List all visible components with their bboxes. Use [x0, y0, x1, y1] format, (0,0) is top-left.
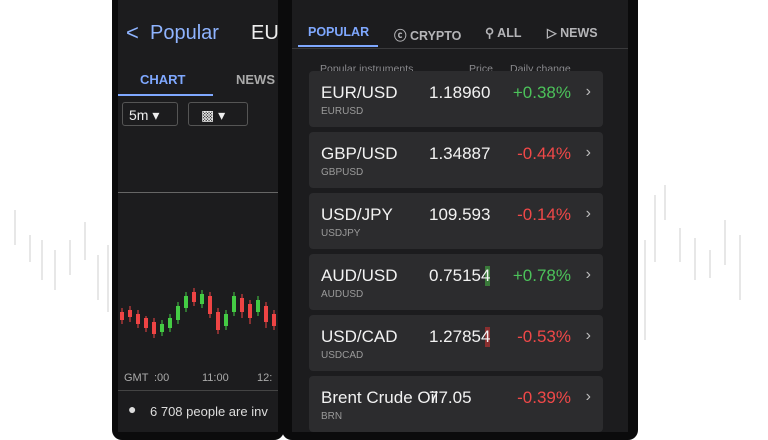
row-arrow: › [585, 388, 591, 405]
instrument-row[interactable]: USD/JPY USDJPY 109.593 -0.14% › [309, 193, 603, 249]
row-arrow: › [585, 205, 591, 222]
candles [120, 288, 276, 338]
price: 1.18960 [429, 83, 491, 102]
instrument-name: EUR/USD [321, 83, 398, 102]
tab[interactable]: ▷ NEWS [547, 26, 598, 40]
time-label: 12: [257, 372, 273, 384]
daily-change: -0.53% [517, 327, 571, 346]
instrument-code: USDCAD [321, 350, 364, 361]
instrument-code: USDJPY [321, 228, 361, 239]
left-screen: < Popular EU CHART NEWS 5m ▾ ▩ ▾ [118, 0, 278, 432]
instrument-code: EURUSD [321, 106, 364, 117]
instrument-row[interactable]: USD/CAD USDCAD 1.27854 -0.53% › [309, 315, 603, 371]
price: 0.75154 [429, 266, 491, 286]
tab-underline [298, 45, 378, 47]
daily-change: +0.38% [512, 83, 571, 102]
price: 77.05 [429, 388, 472, 407]
time-label: 11:00 [202, 372, 229, 384]
timeframe: 5m [129, 107, 149, 123]
row-arrow: › [585, 266, 591, 283]
people-icon: ● [128, 401, 137, 417]
tab[interactable]: ⚲ ALL [485, 26, 522, 40]
time-label: :00 [154, 372, 170, 384]
tab[interactable]: ⓒ CRYPTO [394, 29, 462, 43]
tab-label: ALL [497, 26, 522, 40]
left-phone: < Popular EU CHART NEWS 5m ▾ ▩ ▾ [112, 0, 284, 440]
daily-change: -0.39% [517, 388, 571, 407]
back-title[interactable]: Popular [150, 22, 219, 44]
row-arrow: › [585, 327, 591, 344]
instrument-code: BRN [321, 411, 343, 422]
instrument-row[interactable]: GBP/USD GBPUSD 1.34887 -0.44% › [309, 132, 603, 188]
instrument-name: AUD/USD [321, 266, 398, 285]
tab[interactable]: CHART [140, 72, 186, 87]
daily-change: +0.78% [512, 266, 571, 285]
instrument-name: GBP/USD [321, 144, 398, 163]
instrument-code: AUDUSD [321, 289, 364, 300]
divider [292, 48, 628, 49]
tab-label: NEWS [560, 26, 598, 40]
time-label: GMT [124, 372, 149, 384]
divider [118, 390, 278, 391]
right-screen: POPULAR ⓒ CRYPTO ⚲ ALL ▷ NEWS Popular in… [292, 0, 628, 432]
instrument-row[interactable]: EUR/USD EURUSD 1.18960 +0.38% › [309, 71, 603, 127]
back-arrow[interactable]: < [126, 20, 139, 45]
row-arrow: › [585, 144, 591, 161]
people-count: 6 708 people are inv [150, 404, 268, 419]
price-line [118, 192, 278, 193]
price: 1.34887 [429, 144, 491, 163]
instrument-name: USD/JPY [321, 205, 393, 224]
right-phone: POPULAR ⓒ CRYPTO ⚲ ALL ▷ NEWS Popular in… [282, 0, 638, 440]
timeframe-select[interactable]: 5m ▾ [122, 102, 178, 126]
instrument-row[interactable]: Brent Crude Oil BRN 77.05 -0.39% › [309, 376, 603, 432]
instrument-name: USD/CAD [321, 327, 398, 346]
daily-change: -0.14% [517, 205, 571, 224]
tab[interactable]: POPULAR [308, 25, 370, 39]
tab[interactable]: NEWS [236, 72, 275, 87]
instrument-name: Brent Crude Oil [321, 388, 439, 407]
tab-label: CRYPTO [409, 29, 462, 43]
symbol: EU [251, 22, 278, 44]
daily-change: -0.44% [517, 144, 571, 163]
row-arrow: › [585, 83, 591, 100]
instrument-code: GBPUSD [321, 167, 364, 178]
price: 109.593 [429, 205, 491, 224]
instrument-row[interactable]: AUD/USD AUDUSD 0.75154 +0.78% › [309, 254, 603, 310]
price: 1.27854 [429, 327, 491, 347]
chart-type-select[interactable]: ▩ ▾ [188, 102, 248, 126]
tab-underline [118, 94, 213, 96]
